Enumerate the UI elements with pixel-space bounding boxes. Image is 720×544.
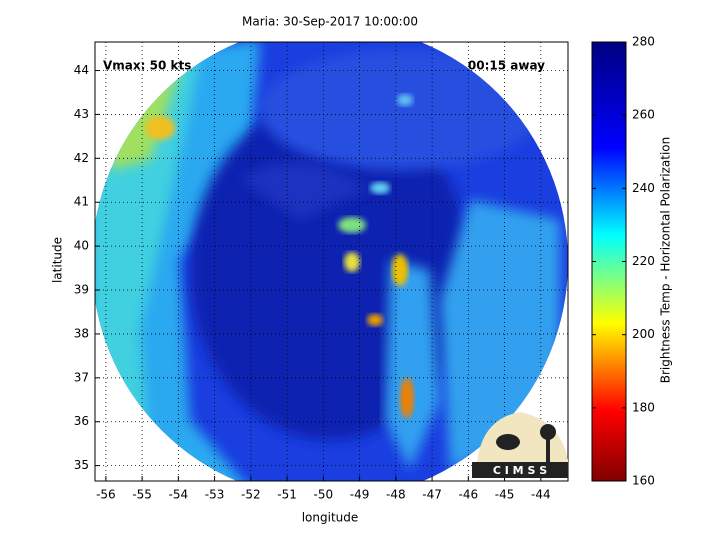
x-tick-label: -45	[495, 488, 515, 502]
colorbar-tick-label: 180	[632, 400, 655, 414]
chart-title: Maria: 30-Sep-2017 10:00:00	[242, 15, 418, 29]
annotation: 00:15 away	[468, 59, 545, 73]
y-tick-label: 38	[74, 326, 89, 340]
colorbar-tick-label: 240	[632, 181, 655, 195]
y-tick-label: 39	[74, 283, 89, 297]
x-tick-label: -49	[350, 488, 370, 502]
annotation: Vmax: 50 kts	[103, 59, 191, 73]
x-tick-label: -47	[422, 488, 442, 502]
cimss-logo: C I M S S	[472, 412, 568, 478]
plot-frame	[94, 41, 569, 482]
x-tick-label: -48	[386, 488, 406, 502]
logo-text: C I M S S	[493, 464, 547, 477]
y-tick-label: 43	[74, 107, 89, 121]
colorbar-tick-label: 160	[632, 474, 655, 488]
colorbar-tick-label: 200	[632, 327, 655, 341]
y-tick-label: 44	[74, 63, 89, 77]
x-tick-label: -54	[169, 488, 189, 502]
x-tick-label: -50	[314, 488, 334, 502]
colorbar	[591, 41, 627, 482]
y-tick-label: 40	[74, 239, 89, 253]
colorbar-label: Brightness Temp - Horizontal Polarizatio…	[659, 137, 673, 384]
colorbar-tick-label: 260	[632, 108, 655, 122]
x-tick-label: -51	[277, 488, 297, 502]
colorbar-tick-label: 220	[632, 254, 655, 268]
y-tick-label: 41	[74, 195, 89, 209]
y-tick-label: 36	[74, 414, 89, 428]
colorbar-tick-label: 280	[632, 35, 655, 49]
x-tick-label: -46	[459, 488, 479, 502]
y-tick-label: 42	[74, 151, 89, 165]
x-tick-label: -55	[132, 488, 152, 502]
x-tick-label: -44	[531, 488, 551, 502]
y-tick-label: 35	[74, 458, 89, 472]
satellite-image	[95, 42, 568, 481]
x-tick-label: -53	[205, 488, 225, 502]
y-axis-label: latitude	[51, 237, 65, 283]
x-axis-label: longitude	[302, 511, 359, 525]
x-tick-label: -56	[96, 488, 116, 502]
y-tick-label: 37	[74, 370, 89, 384]
x-tick-label: -52	[241, 488, 261, 502]
